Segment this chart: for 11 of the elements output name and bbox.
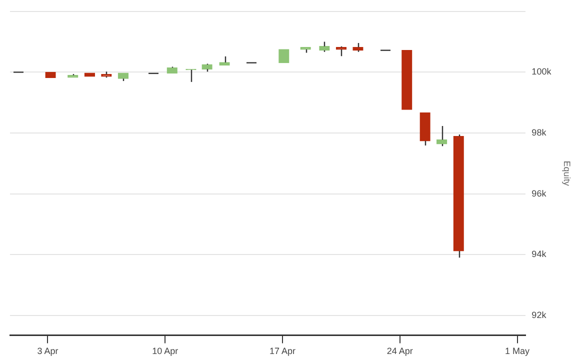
x-tick-label: 17 Apr <box>270 346 296 356</box>
x-tick-label: 10 Apr <box>152 346 178 356</box>
x-tick-label: 24 Apr <box>386 346 413 356</box>
y-tick-label: 100k <box>532 66 552 77</box>
y-tick-label: 96k <box>532 188 547 198</box>
y-tick-label: 92k <box>532 310 547 320</box>
x-tick-label: 3 Apr <box>37 346 58 356</box>
x-tick-label: 1 May <box>505 346 530 356</box>
y-tick-label: 94k <box>532 249 547 260</box>
y-tick-label: 98k <box>532 128 547 138</box>
y-axis-title: Equity <box>562 160 572 186</box>
